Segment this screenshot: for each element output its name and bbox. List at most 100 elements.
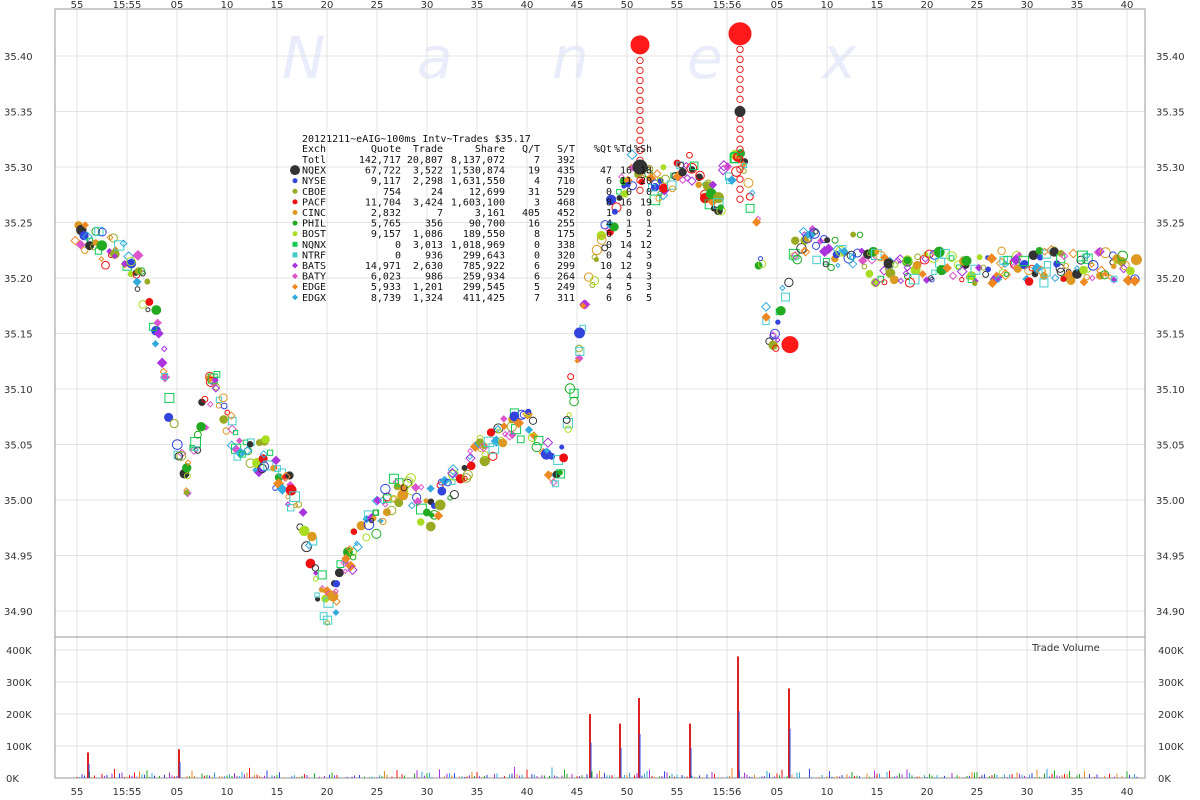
legend-table-cell: 1,018,969 (451, 240, 505, 251)
price-point (462, 469, 473, 480)
legend-table-cell: 4 (626, 272, 632, 283)
x-tick-label-bottom: 15 (271, 787, 284, 798)
price-point (987, 278, 998, 289)
price-point (881, 279, 888, 286)
price-point (372, 509, 379, 516)
x-tick-label-top: 20 (921, 0, 934, 11)
legend-table-header: Quote (371, 144, 401, 155)
legend-table-cell: 452 (557, 208, 575, 219)
price-point (903, 263, 912, 272)
price-point (479, 455, 490, 467)
price-point (843, 252, 855, 264)
spike-trail-point (736, 125, 744, 133)
price-point (1122, 274, 1134, 286)
spike-trail-point (636, 146, 644, 155)
legend-table-cell: 6 (606, 229, 612, 240)
price-point (871, 277, 881, 288)
price-point (488, 451, 498, 461)
price-point (596, 235, 607, 245)
price-point (772, 344, 780, 352)
price-point (652, 169, 662, 179)
spike-marker (728, 22, 752, 46)
legend-marker (292, 178, 298, 184)
legend-table-cell: CBOE (302, 187, 326, 198)
volume-tick-label-left: 300K (6, 678, 32, 689)
price-point (678, 167, 687, 177)
legend-marker (292, 283, 298, 290)
price-point (856, 231, 864, 239)
x-tick-label-bottom: 55 (671, 787, 684, 798)
price-point (498, 438, 508, 448)
price-point (1117, 250, 1128, 262)
legend-marker (292, 231, 298, 237)
y-tick-label-left: 34.95 (4, 552, 33, 563)
price-point (334, 568, 344, 578)
price-point (956, 264, 962, 270)
price-point (405, 473, 416, 484)
price-point (382, 501, 389, 508)
spike-trail-point (736, 155, 744, 163)
price-point (695, 170, 705, 181)
price-point (956, 266, 968, 277)
price-point (500, 415, 508, 423)
x-tick-label-bottom: 25 (971, 787, 984, 798)
price-point (543, 470, 554, 480)
legend-marker (292, 199, 298, 205)
price-point (822, 261, 829, 268)
price-point (362, 533, 371, 542)
price-point (211, 384, 221, 393)
price-point (686, 151, 693, 159)
price-point (394, 498, 404, 508)
price-point (486, 428, 496, 437)
legend-table-cell: 5 (646, 293, 652, 304)
y-axis-ticks: 34.90 34.90 34.95 34.95 35.00 35.00 35.05 35.05… (4, 52, 1185, 785)
price-point (745, 203, 755, 213)
spike-trail-point (736, 185, 744, 193)
spike-trail-point (736, 145, 744, 153)
legend-table-cell: 9,117 (371, 176, 401, 187)
price-point (574, 358, 580, 364)
legend-table-cell: 356 (425, 219, 443, 230)
price-point (559, 453, 569, 463)
price-point (114, 240, 125, 251)
price-point (75, 239, 86, 250)
price-point (345, 560, 356, 572)
price-point (236, 437, 243, 445)
legend-table-cell: 4 (606, 282, 612, 293)
legend-table-cell: 8,739 (371, 293, 401, 304)
price-point (345, 545, 354, 553)
price-point (119, 239, 128, 248)
legend-table-cell: 338 (557, 240, 575, 251)
y-tick-label-left: 35.00 (4, 496, 33, 507)
price-point (557, 469, 563, 476)
price-point (461, 464, 468, 471)
legend-table-cell: 1,530,874 (451, 166, 505, 177)
price-point (323, 615, 333, 625)
spike-trail-point (736, 45, 744, 54)
x-tick-label-bottom: 15:56 (713, 787, 742, 798)
price-point (776, 306, 786, 316)
legend-table-cell: EDGE (302, 282, 326, 293)
price-point (912, 260, 922, 270)
x-tick-label-bottom: 55 (71, 787, 84, 798)
legend-table-cell: 6 (626, 293, 632, 304)
price-point (271, 455, 281, 466)
price-point (567, 373, 575, 381)
legend-table-cell: Totl (302, 155, 326, 166)
price-point (835, 262, 841, 269)
legend-table-cell: 3 (534, 197, 540, 208)
price-point (730, 151, 742, 163)
price-point (669, 185, 676, 193)
legend-table-cell: 264 (557, 272, 575, 283)
price-point (127, 270, 134, 277)
volume-panel-title: Trade Volume (1031, 643, 1100, 654)
price-point (85, 241, 95, 251)
price-point (942, 263, 952, 273)
price-point (332, 588, 339, 595)
price-point (246, 441, 254, 448)
price-point (609, 222, 619, 232)
legend-table-cell: 18 (640, 166, 652, 177)
price-point (569, 396, 579, 407)
price-point (809, 228, 820, 239)
